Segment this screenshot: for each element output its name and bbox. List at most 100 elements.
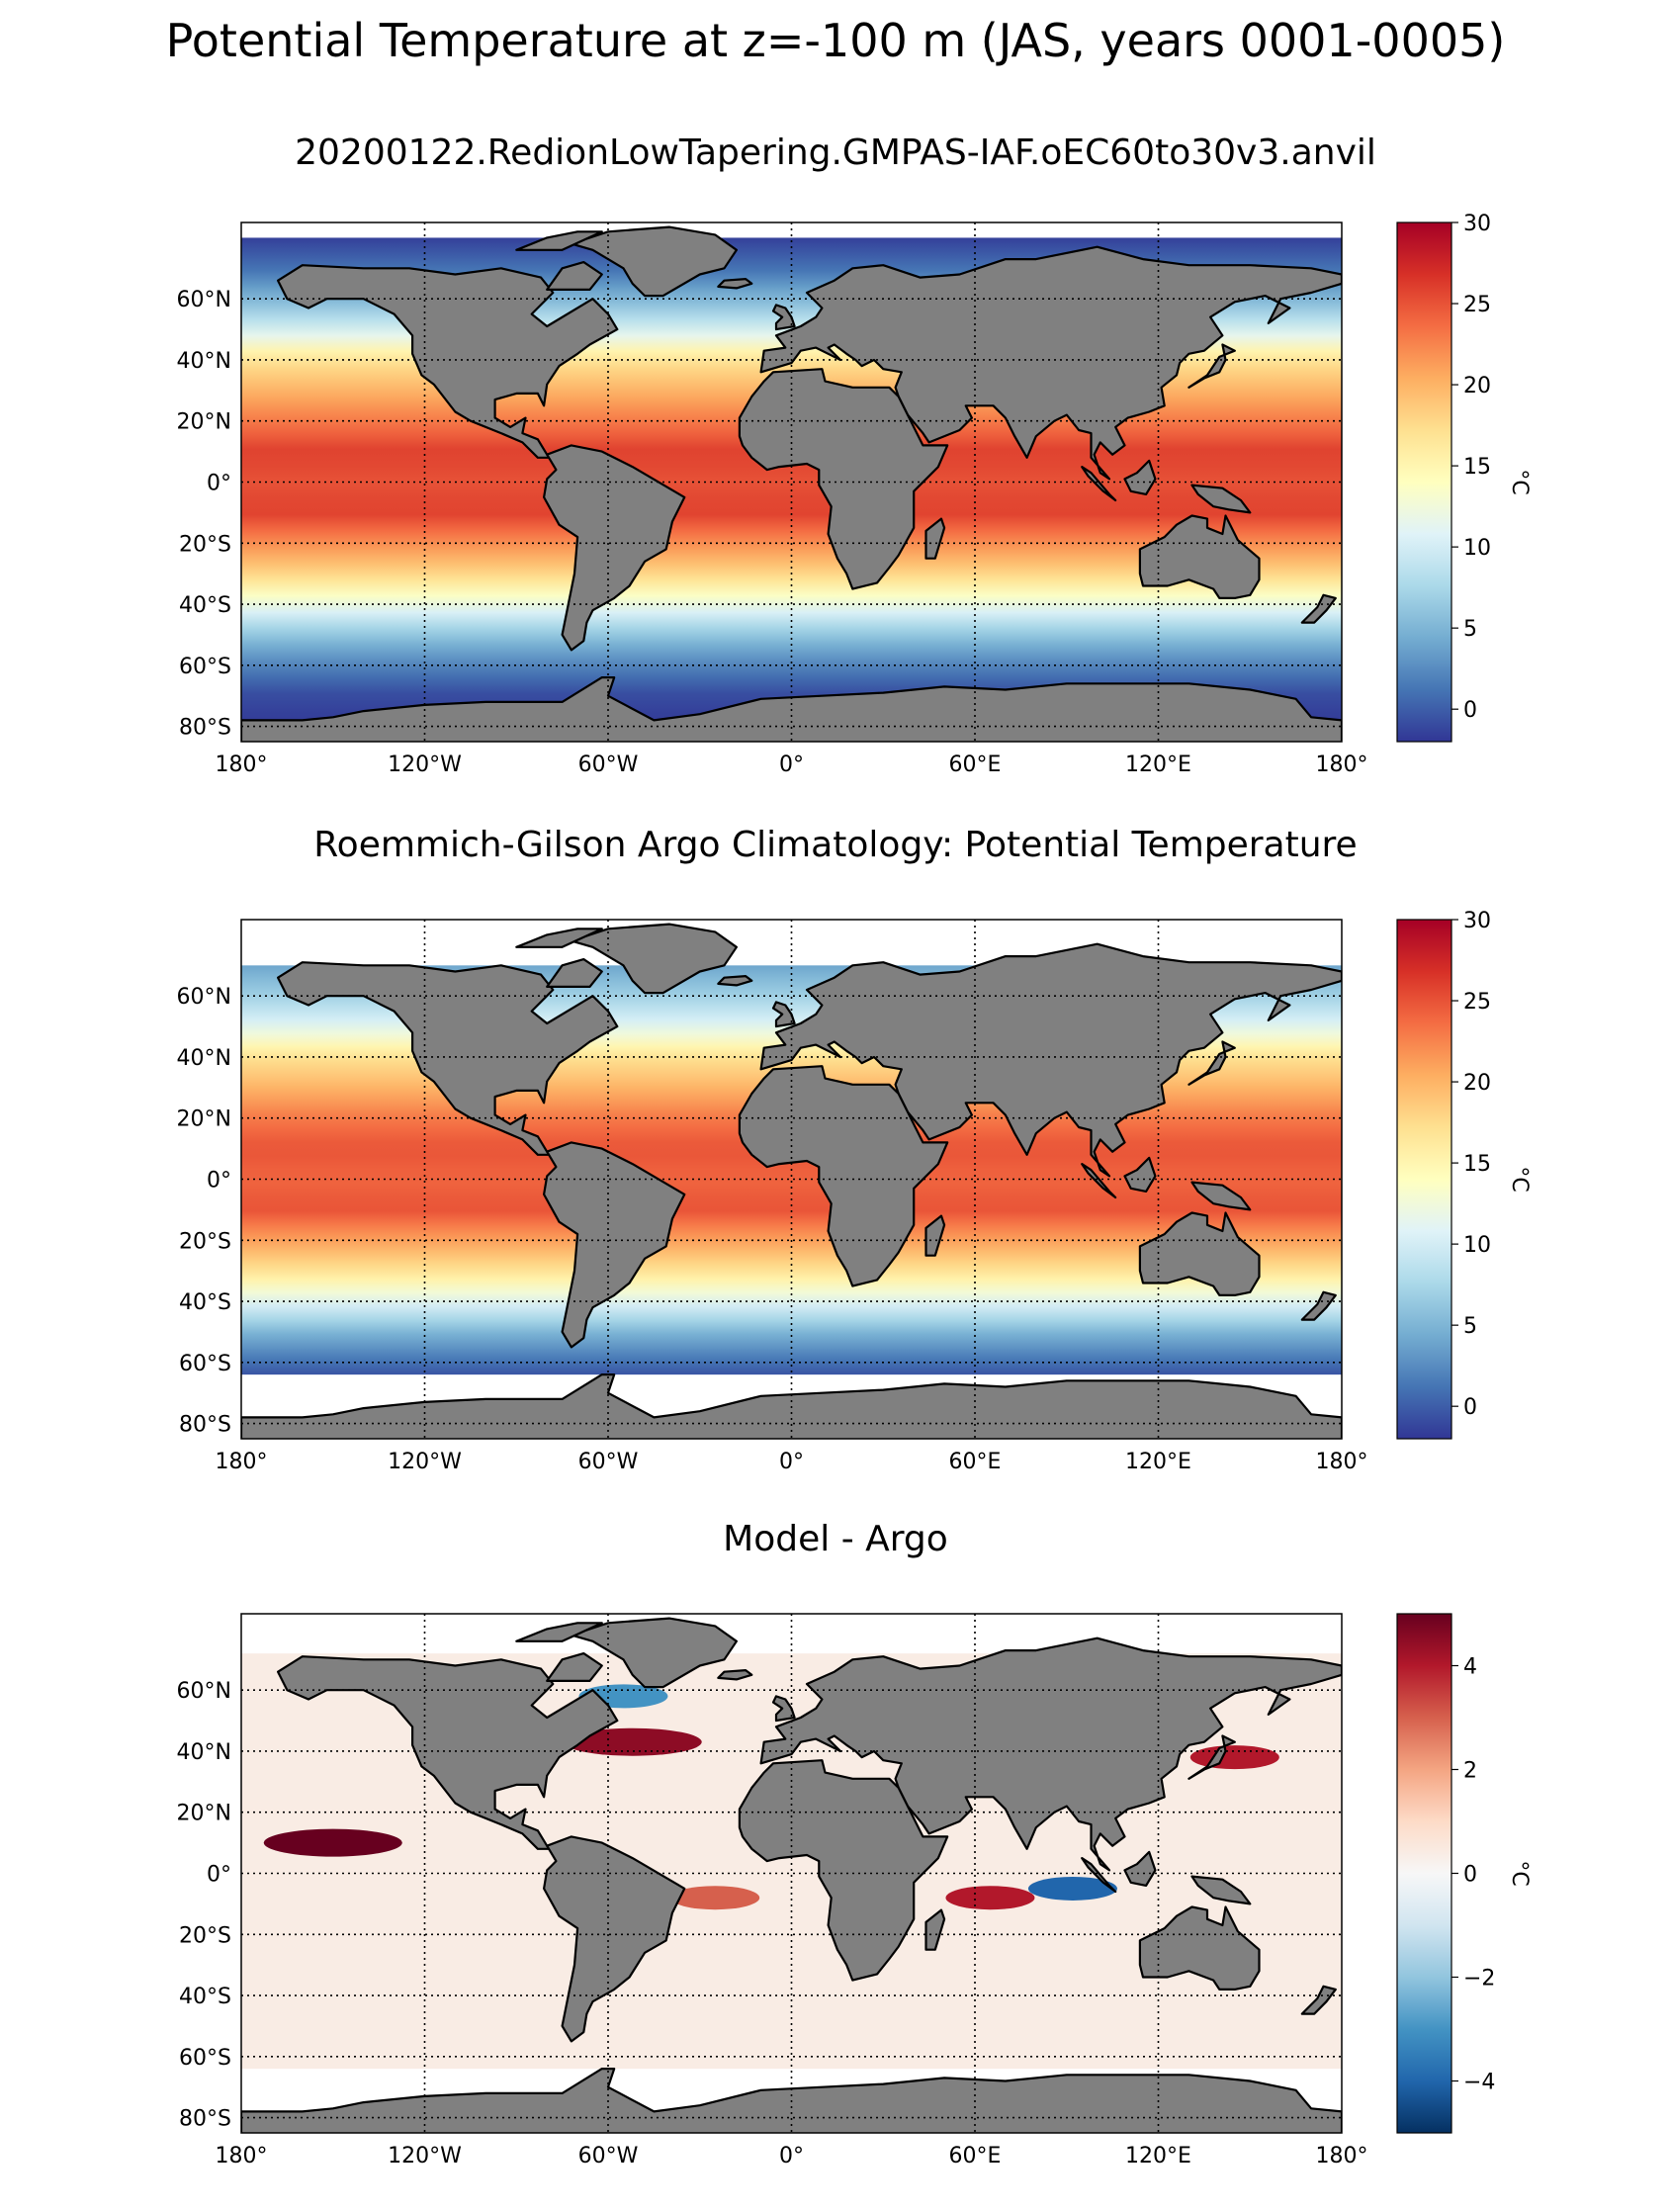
land-japan — [1187, 1040, 1236, 1086]
anomaly-blob — [670, 1886, 760, 1910]
land-australia — [1138, 514, 1261, 599]
colorbar-label: °C — [1507, 1166, 1532, 1192]
colorbar-tick-label: 30 — [1463, 909, 1491, 933]
y-tick-label: 20°N — [177, 410, 231, 435]
land-borneo — [1123, 1156, 1157, 1193]
land-north-america — [277, 961, 619, 1156]
colorbar-tick-label: 2 — [1463, 1759, 1477, 1784]
anomaly-blob — [563, 1727, 702, 1756]
x-tick-label: 60°W — [578, 2144, 639, 2168]
land-eurasia — [759, 1637, 1342, 1872]
x-tick-label: 0° — [779, 1450, 804, 1474]
land-borneo — [1123, 459, 1157, 495]
x-tick-label: 60°E — [949, 2144, 1002, 2168]
y-tick-label: 0° — [207, 1863, 231, 1888]
y-tick-label: 0° — [207, 1169, 231, 1194]
y-tick-label: 60°N — [177, 985, 231, 1010]
anomaly-blob — [1027, 1876, 1117, 1901]
y-tick-label: 80°S — [179, 716, 231, 741]
land-new-zealand — [1300, 1290, 1337, 1321]
land-africa — [738, 368, 949, 590]
colorbar-tick-label: 5 — [1463, 1314, 1477, 1339]
land-baffin — [546, 958, 603, 988]
land-australia — [1138, 1905, 1261, 1991]
x-tick-label: 120°E — [1125, 1450, 1191, 1474]
y-tick-label: 40°N — [177, 1046, 231, 1071]
y-tick-label: 40°S — [179, 1985, 231, 2009]
land-africa — [738, 1065, 949, 1287]
y-tick-label: 60°S — [179, 1352, 231, 1376]
land-sumatra — [1081, 466, 1117, 502]
colorbar-tick-label: 15 — [1463, 1152, 1491, 1177]
x-tick-label: 120°E — [1125, 2144, 1191, 2168]
y-tick-label: 60°N — [177, 1679, 231, 1704]
colorbar-tick-label: −4 — [1463, 2071, 1495, 2095]
colorbar-tick-label: 0 — [1463, 1863, 1477, 1888]
colorbar-tick-label: 20 — [1463, 374, 1491, 398]
panel-title-model: 20200122.RedionLowTapering.GMPAS-IAF.oEC… — [295, 133, 1376, 173]
land-ellesmere — [515, 928, 603, 948]
x-tick-label: 180° — [216, 2144, 268, 2168]
land-sumatra — [1081, 1163, 1117, 1199]
x-tick-label: 60°W — [578, 1450, 639, 1474]
x-tick-label: 120°W — [388, 2144, 462, 2168]
land-new-guinea — [1190, 1875, 1252, 1905]
y-tick-label: 40°S — [179, 593, 231, 618]
y-tick-label: 0° — [207, 472, 231, 496]
y-tick-label: 20°S — [179, 532, 231, 557]
land-uk — [771, 304, 796, 331]
colorbar-tick-label: 4 — [1463, 1655, 1477, 1680]
y-tick-label: 40°N — [177, 1740, 231, 1765]
land-iceland — [717, 1669, 753, 1681]
land-greenland — [570, 225, 738, 298]
land-new-guinea — [1190, 484, 1252, 514]
y-tick-label: 40°S — [179, 1290, 231, 1315]
land-uk — [771, 1001, 796, 1028]
map-panel-model: 180° 120°W 60°W 0° 60°E 120°E 180° 60°N 40°N 20°N… — [177, 212, 1532, 777]
land-baffin — [546, 261, 603, 291]
land-new-guinea — [1190, 1181, 1252, 1211]
x-tick-label: 120°W — [388, 752, 462, 777]
colorbar-tick-label: 10 — [1463, 536, 1491, 561]
land-north-america — [277, 1655, 619, 1850]
x-tick-label: 0° — [779, 752, 804, 777]
x-tick-label: 180° — [216, 1450, 268, 1474]
y-tick-label: 20°N — [177, 1802, 231, 1826]
map-frame — [240, 919, 1343, 1440]
map-panel-difference: 180° 120°W 60°W 0° 60°E 120°E 180° 60°N 40°N 20°N… — [177, 1613, 1532, 2168]
land-eurasia — [759, 942, 1342, 1178]
y-tick-label: 20°N — [177, 1107, 231, 1132]
colorbar-tick-label: 25 — [1463, 293, 1491, 317]
x-tick-label: 60°E — [949, 1450, 1002, 1474]
land-south-america — [543, 444, 686, 652]
land-uk — [771, 1695, 796, 1723]
y-tick-label: 60°S — [179, 2046, 231, 2071]
land-australia — [1138, 1211, 1261, 1296]
land-madagascar — [924, 517, 946, 560]
colorbar-tick-label: −2 — [1463, 1967, 1495, 1991]
colorbar-tick-label: 10 — [1463, 1233, 1491, 1258]
land-greenland — [570, 923, 738, 995]
map-panel-argo: 180° 120°W 60°W 0° 60°E 120°E 180° 60°N 40°N 20°N… — [177, 909, 1532, 1474]
colorbar-tick-label: 0 — [1463, 698, 1477, 723]
y-tick-label: 80°S — [179, 2107, 231, 2132]
land-borneo — [1123, 1850, 1157, 1887]
anomaly-blob — [263, 1828, 402, 1857]
y-tick-label: 20°S — [179, 1923, 231, 1948]
anomaly-blob — [1189, 1745, 1279, 1770]
anomaly-blob — [945, 1886, 1035, 1910]
colorbar-tick-label: 0 — [1463, 1395, 1477, 1420]
land-south-america — [543, 1835, 686, 2043]
land-madagascar — [924, 1908, 946, 1951]
x-tick-label: 120°E — [1125, 752, 1191, 777]
y-tick-label: 40°N — [177, 349, 231, 374]
colorbar-tick-label: 30 — [1463, 212, 1491, 236]
colorbar — [1396, 1613, 1452, 2134]
x-tick-label: 60°W — [578, 752, 639, 777]
colorbar — [1396, 221, 1452, 743]
colorbar-tick-label: 15 — [1463, 455, 1491, 480]
land-madagascar — [924, 1214, 946, 1257]
y-tick-label: 80°S — [179, 1413, 231, 1438]
land-south-america — [543, 1141, 686, 1349]
colorbar-tick-label: 25 — [1463, 990, 1491, 1015]
